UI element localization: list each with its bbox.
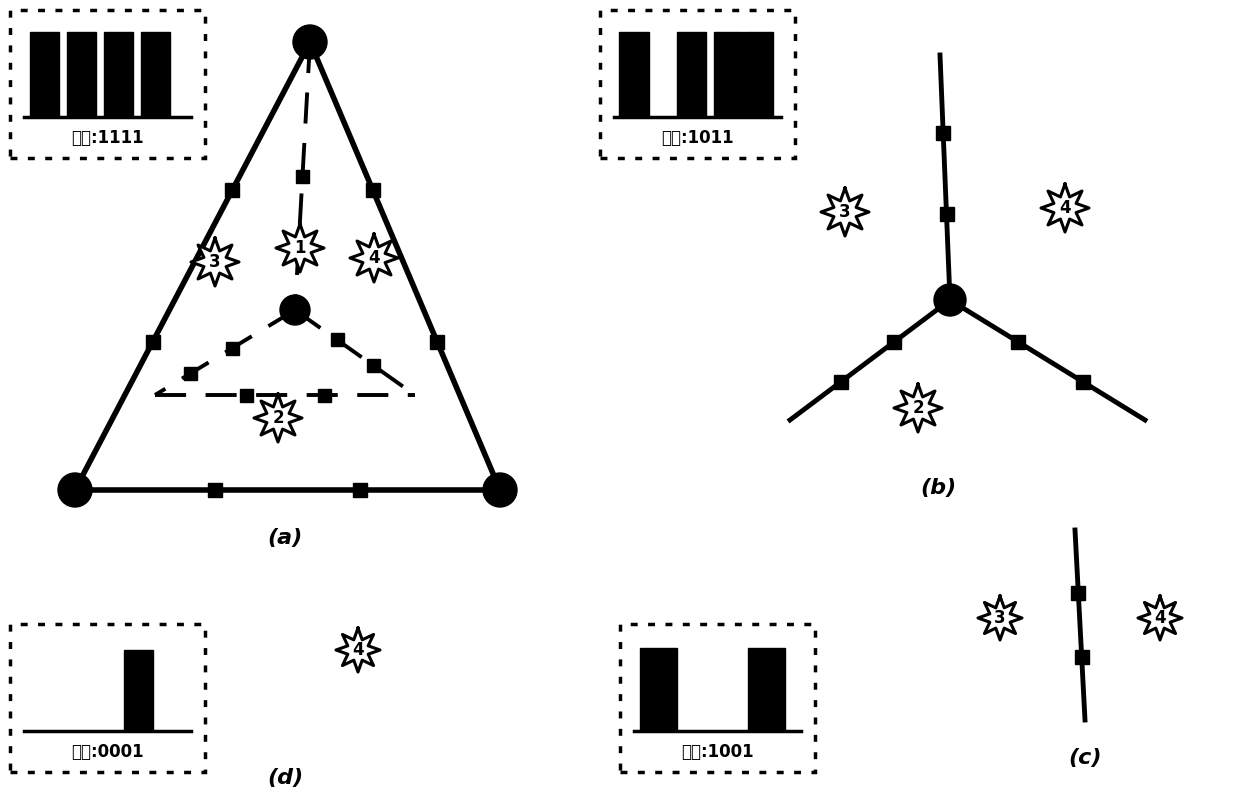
Text: 4: 4 [1154, 609, 1166, 627]
Bar [620, 624, 815, 772]
Polygon shape [350, 234, 398, 282]
Bar [835, 374, 848, 389]
Circle shape [58, 473, 92, 507]
Bar [226, 183, 239, 197]
Text: 4: 4 [368, 249, 379, 267]
Text: 模式:1111: 模式:1111 [71, 129, 144, 147]
Bar [1075, 374, 1090, 389]
Text: 3: 3 [210, 253, 221, 271]
Bar [600, 10, 795, 158]
Text: (d): (d) [267, 768, 303, 788]
Text: 模式:1011: 模式:1011 [661, 129, 734, 147]
Text: 模式:1001: 模式:1001 [681, 743, 754, 761]
Text: 4: 4 [1059, 199, 1071, 217]
Bar [317, 389, 331, 401]
Text: 2: 2 [913, 399, 924, 417]
Bar [1075, 650, 1089, 665]
Bar [239, 389, 253, 401]
Polygon shape [191, 238, 239, 286]
Circle shape [934, 284, 966, 316]
Bar [744, 33, 773, 117]
Bar [367, 358, 379, 372]
Bar [940, 207, 954, 221]
Bar [887, 335, 901, 349]
Bar [1071, 586, 1085, 600]
Bar [677, 33, 706, 117]
Bar [124, 649, 153, 730]
Circle shape [293, 25, 327, 59]
Polygon shape [894, 384, 942, 432]
Text: 4: 4 [352, 641, 363, 659]
Bar [67, 33, 95, 117]
Bar [10, 624, 205, 772]
Bar [352, 483, 367, 497]
Bar [30, 33, 58, 117]
Bar [141, 33, 170, 117]
Polygon shape [1138, 596, 1182, 640]
Circle shape [484, 473, 517, 507]
Bar [619, 33, 649, 117]
Bar [1012, 335, 1025, 349]
Bar [366, 183, 379, 197]
Polygon shape [277, 224, 324, 272]
Bar [936, 126, 950, 140]
Bar [104, 33, 133, 117]
Bar [145, 335, 160, 349]
Text: 3: 3 [994, 609, 1006, 627]
Bar [296, 170, 309, 182]
Text: 模式:0001: 模式:0001 [71, 743, 144, 761]
Bar [331, 333, 343, 347]
Polygon shape [978, 596, 1022, 640]
Text: 3: 3 [839, 203, 851, 221]
Bar [714, 33, 743, 117]
Bar [184, 367, 196, 381]
Polygon shape [254, 394, 303, 442]
Text: (c): (c) [1068, 748, 1102, 768]
Bar [430, 335, 444, 349]
Bar [226, 342, 238, 354]
Text: (a): (a) [268, 528, 303, 548]
Bar [208, 483, 222, 497]
Bar [640, 648, 677, 730]
Bar [748, 648, 785, 730]
Circle shape [280, 295, 310, 325]
Polygon shape [1042, 184, 1089, 232]
Polygon shape [821, 188, 869, 236]
Bar [10, 10, 205, 158]
Text: 2: 2 [273, 409, 284, 427]
Text: (b): (b) [920, 478, 956, 498]
Polygon shape [336, 628, 379, 672]
Text: 1: 1 [294, 239, 306, 257]
